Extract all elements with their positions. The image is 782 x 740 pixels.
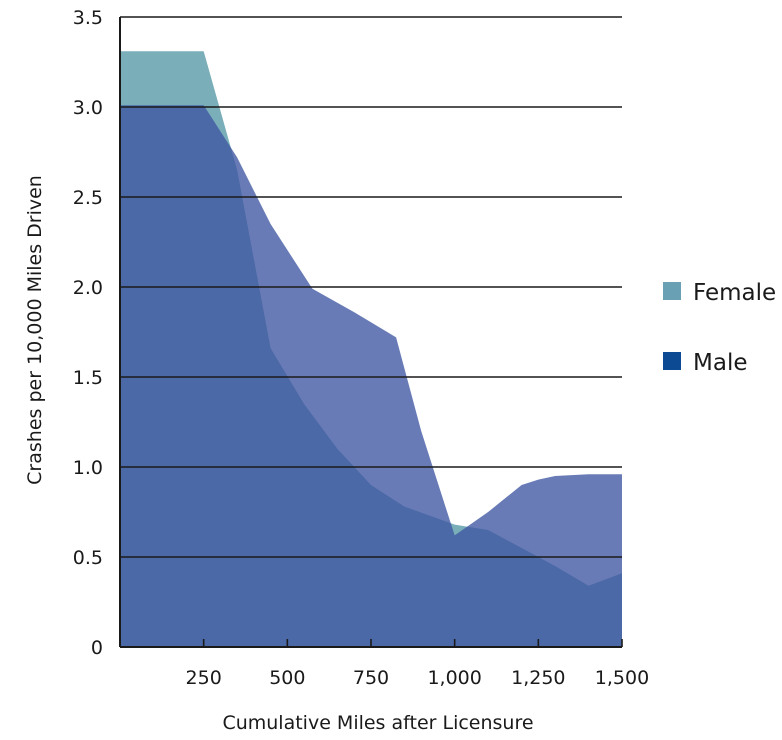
- x-tick-label: 500: [269, 667, 305, 689]
- x-axis-ticks: 250 500 750 1,000 1,250 1,500: [186, 639, 649, 689]
- y-tick-label: 0.5: [73, 547, 103, 569]
- x-tick-label: 1,500: [595, 667, 649, 689]
- y-tick-label: 1.0: [73, 457, 103, 479]
- legend: Female Male: [663, 280, 776, 376]
- y-tick-label: 1.5: [73, 367, 103, 389]
- legend-swatch-female: [663, 282, 681, 300]
- legend-swatch-male: [663, 352, 681, 370]
- x-tick-label: 750: [353, 667, 389, 689]
- series-area-male: [120, 105, 622, 647]
- y-tick-label: 0: [91, 637, 103, 659]
- x-tick-label: 1,250: [511, 667, 565, 689]
- y-tick-label: 2.0: [73, 277, 103, 299]
- x-axis-title: Cumulative Miles after Licensure: [222, 712, 533, 734]
- x-tick-label: 1,000: [427, 667, 481, 689]
- plot-area: [120, 51, 622, 647]
- y-tick-label: 3.0: [73, 97, 103, 119]
- legend-label-male: Male: [693, 350, 747, 376]
- y-tick-label: 3.5: [73, 7, 103, 29]
- y-axis-title: Crashes per 10,000 Miles Driven: [24, 175, 46, 485]
- y-tick-label: 2.5: [73, 187, 103, 209]
- x-tick-label: 250: [186, 667, 222, 689]
- y-axis-ticks: 0 0.5 1.0 1.5 2.0 2.5 3.0 3.5: [73, 7, 103, 659]
- legend-label-female: Female: [693, 280, 776, 306]
